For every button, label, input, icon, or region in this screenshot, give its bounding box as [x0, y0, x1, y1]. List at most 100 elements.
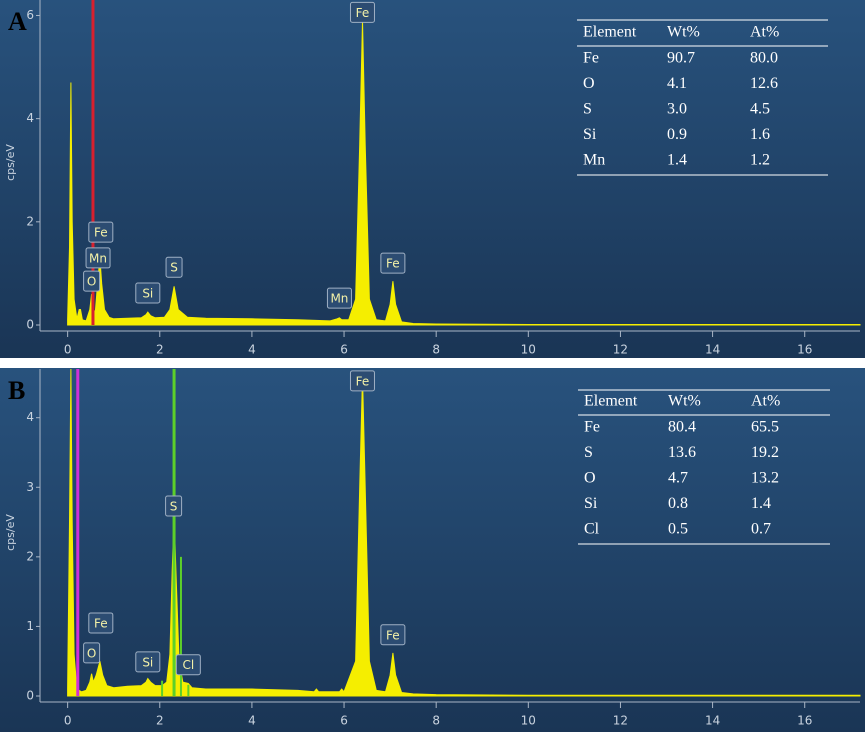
y-tick-label: 3 — [26, 480, 34, 494]
table-cell: 4.7 — [668, 470, 688, 487]
peak-label: Mn — [89, 251, 107, 265]
table-cell: 12.6 — [750, 75, 778, 92]
table-cell: Cl — [584, 521, 600, 538]
table-cell: 13.2 — [751, 470, 779, 487]
table-cell: 1.4 — [751, 495, 771, 512]
peak-label-box — [88, 221, 114, 243]
peak-label-box — [349, 370, 375, 392]
x-tick-label: 2 — [156, 343, 164, 357]
x-tick-label: 16 — [797, 714, 812, 728]
table-cell: 1.4 — [667, 152, 687, 169]
table-header: Element — [584, 393, 638, 410]
x-tick-label: 12 — [613, 714, 628, 728]
table-cell: 90.7 — [667, 50, 695, 67]
peak-label-box — [380, 624, 406, 646]
x-tick-label: 0 — [64, 343, 72, 357]
y-tick-label: 4 — [26, 410, 34, 424]
x-tick-label: 10 — [521, 714, 536, 728]
panel-background — [0, 368, 865, 732]
table-cell: 0.8 — [668, 495, 688, 512]
y-axis-label: cps/eV — [4, 144, 17, 181]
table-cell: 80.0 — [750, 50, 778, 67]
spectrum — [67, 368, 861, 697]
peak-label: Cl — [182, 658, 194, 672]
y-tick-label: 6 — [26, 8, 34, 22]
x-tick-label: 8 — [432, 343, 440, 357]
table-cell: 3.0 — [667, 101, 687, 118]
y-tick-label: 4 — [26, 111, 34, 125]
spectrum — [67, 20, 861, 326]
table-header: Wt% — [668, 393, 701, 410]
table-cell: 19.2 — [751, 444, 779, 461]
table-cell: 4.5 — [750, 101, 770, 118]
peak-label-box — [349, 1, 375, 23]
peak-label: Fe — [94, 616, 108, 630]
table-cell: 4.1 — [667, 75, 687, 92]
y-tick-label: 0 — [26, 318, 34, 332]
peak-label: Fe — [356, 374, 370, 388]
table-header: At% — [750, 24, 779, 41]
peak-label-box — [85, 247, 111, 269]
x-tick-label: 16 — [797, 343, 812, 357]
table-cell: O — [584, 470, 596, 487]
table-cell: 0.9 — [667, 126, 687, 143]
table-header: Element — [583, 24, 637, 41]
table-cell: Mn — [583, 152, 605, 169]
x-tick-label: 14 — [705, 343, 720, 357]
table-cell: 65.5 — [751, 419, 779, 436]
table-cell: 0.5 — [668, 521, 688, 538]
table-cell: 1.6 — [750, 126, 770, 143]
table-cell: 80.4 — [668, 419, 696, 436]
table-cell: Fe — [584, 419, 600, 436]
table-cell: S — [583, 101, 592, 118]
peak-label-box — [135, 651, 161, 673]
x-tick-label: 6 — [340, 343, 348, 357]
peak-label-box — [175, 654, 201, 676]
x-tick-label: 14 — [705, 714, 720, 728]
table-cell: Si — [584, 495, 598, 512]
x-tick-label: 12 — [613, 343, 628, 357]
table-cell: 13.6 — [668, 444, 696, 461]
peak-label: O — [87, 646, 96, 660]
peak-label: Fe — [356, 6, 370, 20]
table-cell: 0.7 — [751, 521, 771, 538]
table-cell: 1.2 — [750, 152, 770, 169]
y-tick-label: 0 — [26, 689, 34, 703]
x-tick-label: 10 — [521, 343, 536, 357]
peak-label: O — [87, 275, 96, 289]
peak-label-box — [165, 256, 183, 278]
y-axis-label: cps/eV — [4, 514, 17, 551]
peak-label: Fe — [94, 226, 108, 240]
table-header: At% — [751, 393, 780, 410]
peak-label-box — [83, 642, 101, 664]
peak-label: Si — [142, 655, 153, 669]
table-cell: S — [584, 444, 593, 461]
separator — [0, 358, 865, 368]
table-cell: Fe — [583, 50, 599, 67]
x-tick-label: 6 — [340, 714, 348, 728]
y-tick-label: 2 — [26, 214, 34, 228]
panel-background — [0, 0, 865, 358]
x-tick-label: 2 — [156, 714, 164, 728]
peak-label: Fe — [386, 628, 400, 642]
x-tick-label: 0 — [64, 714, 72, 728]
y-tick-label: 2 — [26, 549, 34, 563]
peak-label-box — [326, 287, 352, 309]
peak-label: S — [170, 261, 178, 275]
peak-label-box — [83, 270, 101, 292]
peak-label-box — [165, 495, 183, 517]
peak-label: S — [170, 500, 178, 514]
panel-label: B — [8, 376, 25, 405]
peak-label-box — [380, 252, 406, 274]
table-header: Wt% — [667, 24, 700, 41]
peak-label: Fe — [386, 257, 400, 271]
table-cell: Si — [583, 126, 597, 143]
peak-label: Mn — [330, 292, 348, 306]
y-tick-label: 1 — [26, 619, 34, 633]
x-tick-label: 8 — [432, 714, 440, 728]
peak-label: Si — [142, 287, 153, 301]
peak-label-box — [88, 612, 114, 634]
x-tick-label: 4 — [248, 714, 256, 728]
panel-label: A — [8, 7, 27, 36]
